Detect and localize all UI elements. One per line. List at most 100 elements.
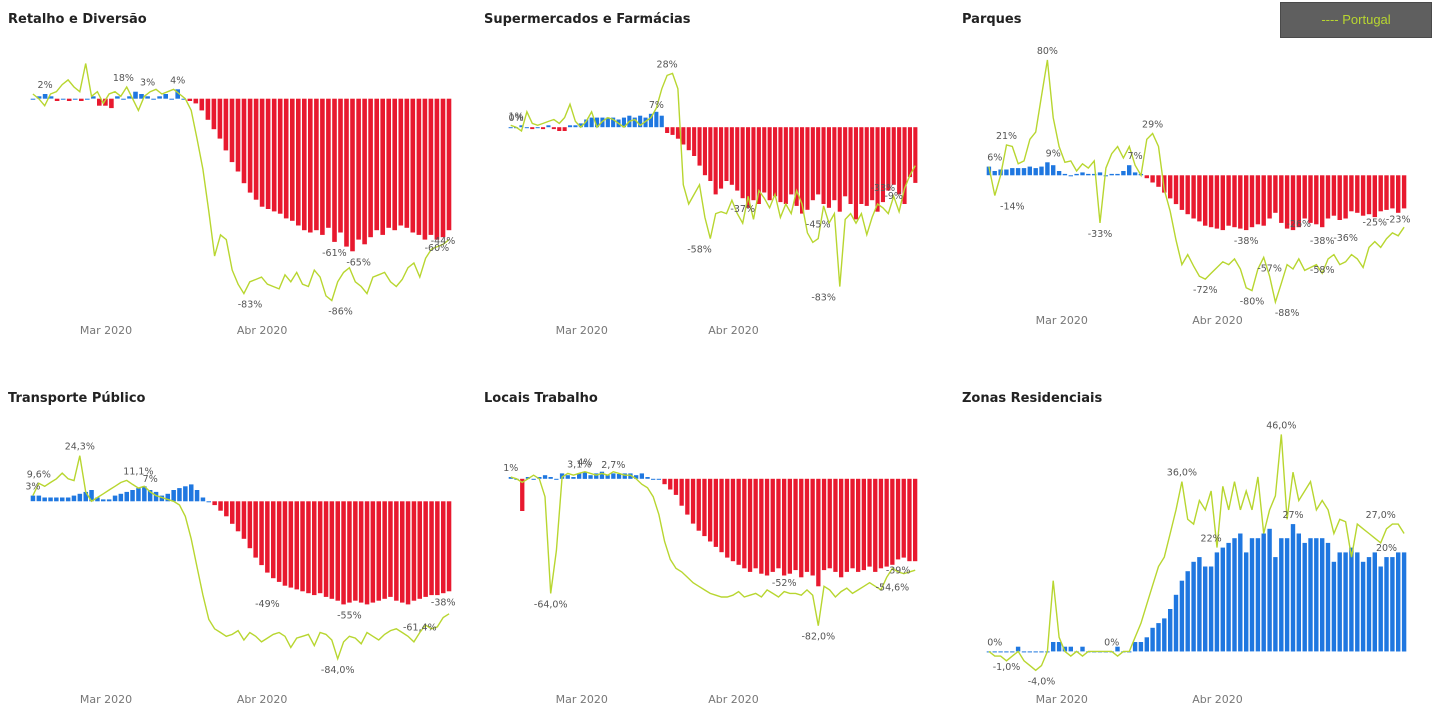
bar: [1132, 172, 1138, 176]
bar: [42, 94, 48, 99]
bar: [446, 501, 452, 592]
bar: [525, 477, 531, 479]
bar: [142, 486, 147, 502]
bar: [136, 488, 141, 502]
bar: [621, 117, 626, 128]
bar: [565, 475, 570, 479]
bar: [548, 477, 553, 479]
bar: [837, 127, 842, 212]
bar: [873, 478, 878, 572]
bar: [875, 127, 880, 212]
bar: [770, 478, 775, 572]
bar: [1273, 557, 1278, 652]
data-label: 0%: [509, 113, 524, 124]
bar: [1325, 175, 1331, 219]
bar: [1220, 175, 1225, 231]
bar: [1080, 646, 1085, 652]
bar: [1302, 542, 1307, 652]
data-label: 36,0%: [1167, 468, 1197, 479]
bar: [1162, 175, 1167, 193]
bar: [1056, 642, 1062, 652]
bar: [1296, 175, 1301, 228]
bar: [60, 98, 66, 100]
data-label: 2,7%: [601, 460, 625, 471]
bar: [681, 127, 686, 145]
data-label: -80%: [1240, 297, 1265, 308]
bar: [670, 127, 675, 135]
bar: [827, 478, 832, 569]
bar: [271, 98, 277, 212]
bar: [133, 91, 138, 99]
bar: [353, 501, 358, 601]
bar: [1396, 175, 1401, 213]
bar: [265, 501, 270, 573]
bar: [685, 478, 690, 515]
legend-box[interactable]: ---- Portugal: [1280, 2, 1432, 38]
bar: [1039, 651, 1044, 653]
bar: [332, 98, 337, 242]
x-tick-label: Abr 2020: [237, 324, 288, 337]
bar: [1109, 173, 1114, 176]
bar: [1349, 547, 1354, 652]
bar: [288, 501, 294, 588]
bar: [1208, 566, 1214, 652]
bar: [702, 127, 707, 176]
data-label: 4%: [577, 458, 592, 469]
data-label: -49%: [255, 599, 280, 610]
x-tick-label: Mar 2020: [80, 324, 132, 337]
bar: [1401, 175, 1407, 209]
bar: [416, 98, 422, 235]
bar: [665, 127, 670, 133]
bar: [787, 478, 792, 574]
bar: [589, 117, 594, 128]
bar: [165, 493, 170, 502]
bar: [542, 475, 548, 479]
bar: [573, 125, 578, 128]
data-label: -23%: [1386, 214, 1411, 225]
bar: [1062, 646, 1068, 652]
bar: [535, 127, 540, 129]
bar: [326, 98, 331, 228]
bar: [886, 127, 891, 191]
bar: [42, 497, 47, 502]
bar: [302, 98, 307, 231]
bar: [241, 98, 247, 184]
series-line: [988, 59, 1405, 305]
bar: [1331, 561, 1337, 652]
bar: [832, 127, 837, 201]
data-label: -65%: [346, 257, 371, 268]
bar: [986, 166, 992, 176]
bar: [386, 98, 391, 228]
bar: [1337, 175, 1342, 220]
bar: [410, 98, 416, 233]
bar: [735, 127, 740, 191]
bar: [1343, 552, 1348, 652]
data-label: -44%: [431, 236, 456, 247]
x-tick-label: Abr 2020: [1192, 314, 1243, 327]
bar: [751, 127, 756, 201]
bar: [821, 127, 826, 204]
bar: [1185, 571, 1190, 652]
bar: [1045, 162, 1050, 176]
bar: [368, 98, 373, 238]
bar: [1378, 566, 1383, 652]
bar: [398, 98, 404, 226]
bar: [1290, 524, 1296, 652]
bar: [1062, 173, 1068, 176]
bar: [645, 477, 650, 479]
data-label: 2%: [38, 80, 53, 91]
bar: [895, 478, 901, 560]
bar: [782, 478, 787, 576]
bar: [130, 490, 135, 502]
bar: [582, 471, 587, 479]
bar: [702, 478, 707, 537]
bar: [1390, 175, 1395, 209]
x-tick-label: Abr 2020: [1192, 693, 1243, 706]
data-label: 6%: [987, 153, 1002, 164]
data-label: 9%: [1046, 148, 1061, 159]
bar: [1203, 175, 1208, 226]
bar: [211, 98, 217, 130]
bar: [713, 478, 718, 547]
data-label: 3,1%: [567, 459, 591, 470]
bar: [519, 125, 524, 128]
